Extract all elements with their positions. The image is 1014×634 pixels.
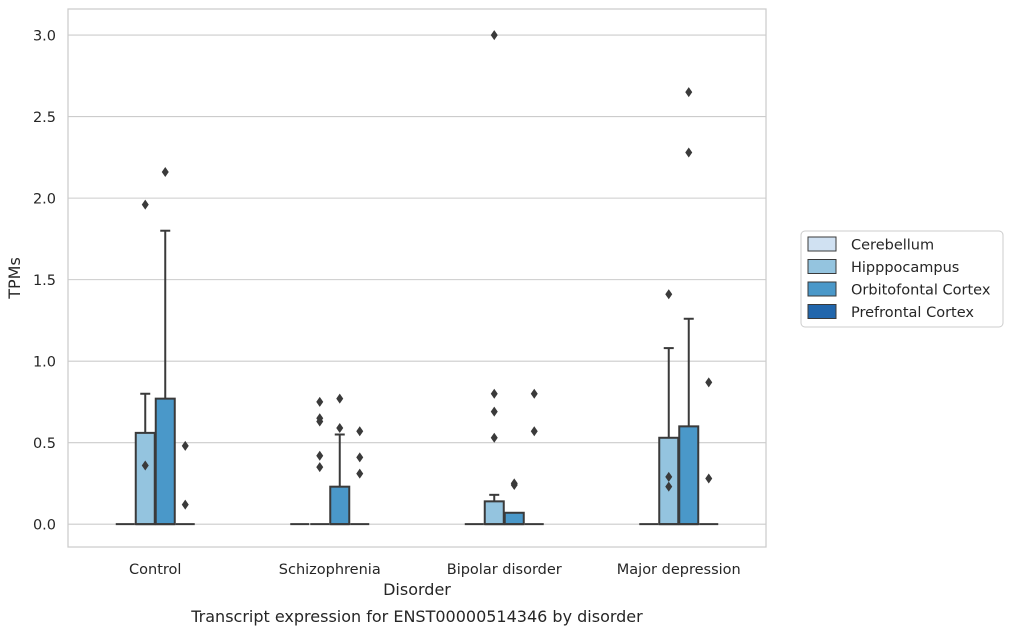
legend: Cerebellum Hipppocampus Orbitofontal Corte… <box>800 230 1004 328</box>
box-orbitofontal-cortex <box>503 478 525 526</box>
outlier-point <box>705 377 713 388</box>
legend-label: Orbitofontal Cortex <box>851 283 991 299</box>
x-tick-label: Control <box>129 562 181 578</box>
box-prefrontal-cortex <box>175 440 195 526</box>
y-axis-label: TPMs <box>5 257 24 300</box>
chart-caption: Transcript expression for ENST0000051434… <box>190 607 643 626</box>
y-tick-label: 1.0 <box>33 355 56 371</box>
plot-frame <box>67 8 767 548</box>
outlier-point <box>336 393 344 404</box>
box-orbitofontal-cortex <box>329 393 351 526</box>
outlier-point <box>705 473 713 484</box>
outlier-point <box>316 450 324 461</box>
y-tick-label: 2.5 <box>33 110 56 126</box>
y-ticks: 0.0 0.5 1.0 1.5 2.0 2.5 3.0 <box>33 29 56 534</box>
outlier-point <box>141 460 149 471</box>
outlier-point <box>316 396 324 407</box>
outlier-point <box>356 468 364 479</box>
outlier-point <box>336 422 344 433</box>
outlier-point <box>665 289 673 300</box>
outlier-point <box>316 462 324 473</box>
outlier-point <box>181 499 189 510</box>
x-tick-label: Schizophrenia <box>279 562 381 578</box>
y-tick-label: 0.0 <box>33 518 56 534</box>
legend-frame <box>800 230 1004 328</box>
legend-swatch <box>807 259 837 274</box>
legend-label: Cerebellum <box>851 238 934 254</box>
outlier-point <box>490 406 498 417</box>
box-body <box>503 511 525 526</box>
outlier-point <box>490 30 498 41</box>
legend-swatch <box>807 304 837 319</box>
legend-swatch <box>807 236 837 252</box>
box-hipppocampus <box>310 396 330 526</box>
box-hipppocampus <box>134 199 156 526</box>
outlier-point <box>510 478 518 489</box>
outlier-point <box>356 426 364 437</box>
x-ticks: Control Schizophrenia Bipolar disorder Majo… <box>129 562 741 578</box>
outlier-point <box>530 426 538 437</box>
outlier-point <box>685 87 693 98</box>
box-orbitofontal-cortex <box>154 167 176 526</box>
y-tick-label: 0.5 <box>33 436 56 452</box>
legend-label: Prefrontal Cortex <box>851 305 974 321</box>
box-prefrontal-cortex <box>350 426 370 526</box>
outlier-point <box>665 481 673 492</box>
x-tick-label: Bipolar disorder <box>447 562 562 578</box>
y-tick-label: 1.5 <box>33 273 56 289</box>
box-orbitofontal-cortex <box>678 87 700 526</box>
outlier-point <box>685 147 693 158</box>
box-body <box>329 485 351 526</box>
outlier-point <box>141 199 149 210</box>
box-prefrontal-cortex <box>524 388 544 526</box>
box-body <box>678 425 700 526</box>
box-hipppocampus <box>483 30 505 526</box>
x-axis-label: Disorder <box>383 580 451 599</box>
y-tick-label: 3.0 <box>33 29 56 45</box>
outlier-point <box>356 452 364 463</box>
legend-label: Hipppocampus <box>851 260 959 276</box>
box-body <box>154 397 176 526</box>
box-hipppocampus <box>658 289 680 526</box>
outlier-point <box>530 388 538 399</box>
outlier-point <box>665 471 673 482</box>
box-prefrontal-cortex <box>699 377 719 526</box>
outlier-point <box>161 167 169 178</box>
x-tick-label: Major depression <box>617 562 741 578</box>
plot-area <box>115 30 719 526</box>
box-body <box>134 431 156 526</box>
box-body <box>483 500 505 526</box>
outlier-point <box>490 432 498 443</box>
outlier-point <box>181 440 189 451</box>
legend-swatch <box>807 281 837 297</box>
outlier-point <box>490 388 498 399</box>
outlier-point <box>316 413 324 424</box>
y-tick-label: 2.0 <box>33 192 56 208</box>
